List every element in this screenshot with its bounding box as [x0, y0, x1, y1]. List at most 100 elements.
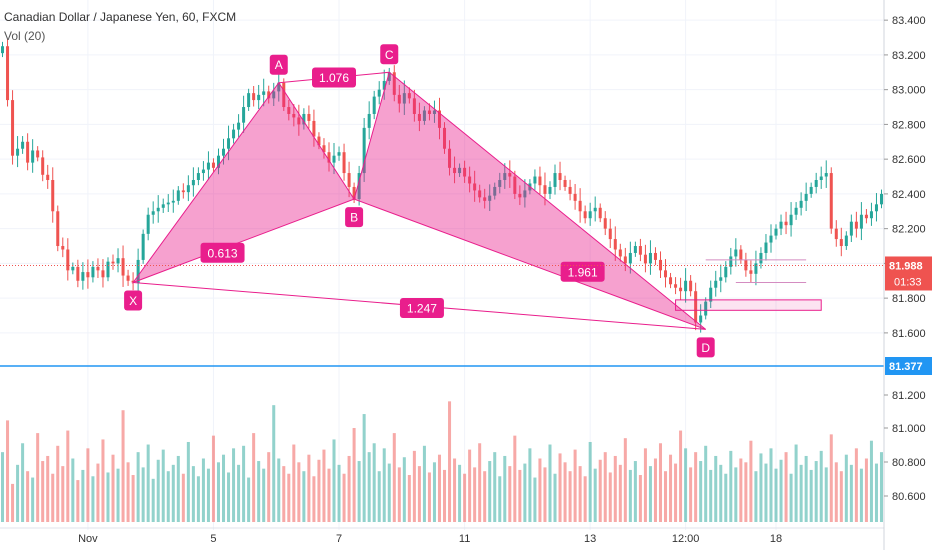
candle-body — [31, 150, 35, 163]
volume-bar — [272, 405, 276, 522]
volume-bar — [724, 473, 728, 522]
candle-body — [141, 233, 145, 260]
volume-bar — [844, 454, 848, 522]
volume-bar — [407, 475, 411, 522]
volume-bar — [784, 452, 788, 522]
price-tick-label: 83.200 — [892, 50, 926, 62]
volume-bar — [131, 475, 135, 522]
volume-bar — [211, 435, 215, 522]
candle-body — [498, 180, 502, 187]
candle-body — [211, 162, 215, 168]
pattern-point-badge — [269, 54, 288, 75]
volume-bar — [312, 476, 316, 522]
candle-body — [769, 235, 773, 243]
candle-body — [131, 280, 135, 283]
candle-body — [553, 173, 557, 187]
volume-bar — [357, 461, 361, 522]
candle-body — [784, 221, 788, 226]
candle-body — [543, 185, 547, 194]
candle-body — [874, 204, 878, 212]
volume-bar — [337, 464, 341, 522]
volume-bar — [377, 471, 381, 522]
volume-bar — [804, 455, 808, 522]
candle-body — [186, 185, 190, 193]
candle-body — [222, 148, 226, 156]
volume-bar — [809, 469, 813, 522]
volume-bar — [302, 471, 306, 522]
volume-bar — [814, 461, 818, 522]
candle-body — [66, 249, 70, 271]
volume-bar — [191, 466, 195, 522]
volume-bar — [493, 452, 497, 522]
candle-body — [367, 113, 371, 128]
volume-bar — [613, 455, 617, 522]
candle-body — [166, 202, 170, 205]
volume-bar — [36, 433, 40, 522]
volume-bar — [794, 444, 798, 522]
candle-body — [156, 207, 160, 212]
candle-body — [36, 150, 40, 158]
candle-body — [161, 204, 165, 208]
pattern-triangle-xab — [131, 81, 355, 284]
pattern-triangle-bcd — [353, 71, 707, 330]
candle-body — [563, 180, 567, 187]
volume-bar — [186, 441, 190, 522]
candle-body — [357, 173, 361, 200]
volume-bar — [292, 444, 296, 522]
candle-body — [86, 272, 90, 278]
candle-body — [774, 228, 778, 236]
volume-bar — [287, 473, 291, 522]
candle-body — [377, 89, 381, 97]
candle-body — [849, 221, 853, 236]
volume-bar — [201, 458, 205, 522]
time-tick-label: 5 — [210, 533, 216, 545]
volume-bar — [156, 459, 160, 522]
volume-bar — [729, 450, 733, 522]
pattern-ratio-badge — [560, 261, 605, 282]
candle-body — [779, 221, 783, 229]
volume-bar — [382, 448, 386, 522]
volume-bar — [11, 483, 15, 522]
candle-body — [463, 167, 467, 177]
volume-indicator-label[interactable]: Vol (20) — [4, 29, 46, 43]
candle-body — [859, 214, 863, 229]
candle-body — [412, 98, 416, 114]
volume-bar — [859, 468, 863, 522]
pattern-ratio-badge — [399, 298, 444, 319]
candle-body — [181, 190, 185, 193]
candle-body — [392, 72, 396, 95]
volume-bar — [6, 420, 10, 522]
volume-bar — [679, 430, 683, 522]
volume-bar — [31, 477, 35, 522]
volume-bar — [849, 464, 853, 522]
candle-body — [317, 136, 321, 146]
pattern-ratio-label: 1.961 — [568, 265, 598, 279]
candle-body — [483, 197, 487, 201]
volume-bar — [387, 463, 391, 522]
volume-bar — [227, 472, 231, 522]
candle-body — [714, 280, 718, 288]
candle-body — [503, 173, 507, 180]
pattern-ratio-badge — [312, 67, 357, 88]
volume-bar — [412, 450, 416, 522]
candle-body — [443, 127, 447, 149]
candle-body — [453, 167, 457, 174]
candle-body — [242, 107, 246, 123]
volume-bar — [764, 463, 768, 522]
time-axis: Nov 5 7 11 13 12:00 18 — [78, 533, 782, 545]
current-price-label: 81.988 — [889, 260, 923, 272]
pattern-ratio-label: 1.247 — [407, 302, 437, 316]
candle-body — [11, 100, 15, 156]
volume-bar — [141, 467, 145, 522]
volume-bar — [734, 467, 738, 522]
candle-body — [297, 117, 301, 125]
volume-bar — [362, 414, 366, 522]
volume-bar — [874, 463, 878, 522]
candle-body — [21, 141, 25, 149]
pattern-point-label: D — [701, 341, 710, 355]
volume-bar — [689, 467, 693, 522]
candle-body — [407, 93, 411, 99]
candle-body — [458, 167, 462, 174]
volume-bar — [468, 449, 472, 522]
candle-body — [136, 259, 140, 283]
